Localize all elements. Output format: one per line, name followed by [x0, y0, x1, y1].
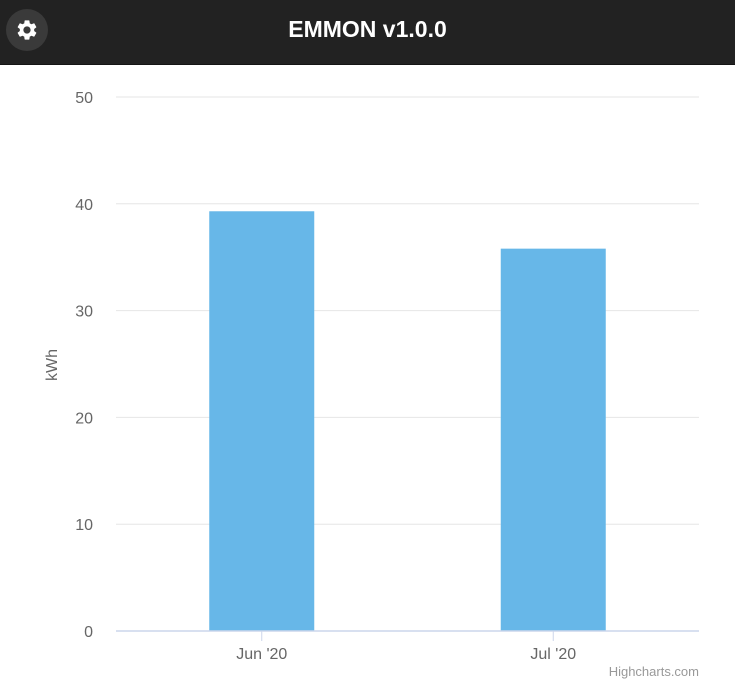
x-axis-ticks: Jun '20 Jul '20	[236, 631, 576, 663]
y-tick-label: 30	[75, 304, 93, 321]
bar[interactable]	[209, 211, 315, 631]
app-title: EMMON v1.0.0	[288, 16, 447, 42]
y-tick-label: 0	[84, 624, 93, 641]
y-axis-ticks: 0 10 20 30 40 50	[75, 90, 93, 641]
y-axis-label: kWh	[44, 349, 61, 381]
chart-container: 0 10 20 30 40 50 kWh Jun '20 Jul '20 Highchart…	[0, 65, 735, 694]
y-tick-label: 10	[75, 517, 93, 534]
gear-icon	[17, 20, 37, 40]
x-tick-label: Jul '20	[530, 646, 576, 663]
settings-button[interactable]	[6, 9, 48, 51]
y-tick-label: 20	[75, 410, 93, 427]
bars	[209, 211, 606, 631]
app-header: EMMON v1.0.0	[0, 0, 735, 65]
grid-lines	[116, 96, 699, 525]
x-tick-label: Jun '20	[236, 646, 287, 663]
energy-bar-chart: 0 10 20 30 40 50 kWh Jun '20 Jul '20 Highchart…	[44, 90, 699, 679]
bar[interactable]	[500, 248, 606, 631]
y-tick-label: 50	[75, 90, 93, 107]
y-tick-label: 40	[75, 197, 93, 214]
highcharts-credits-link[interactable]: Highcharts.com	[609, 664, 699, 679]
